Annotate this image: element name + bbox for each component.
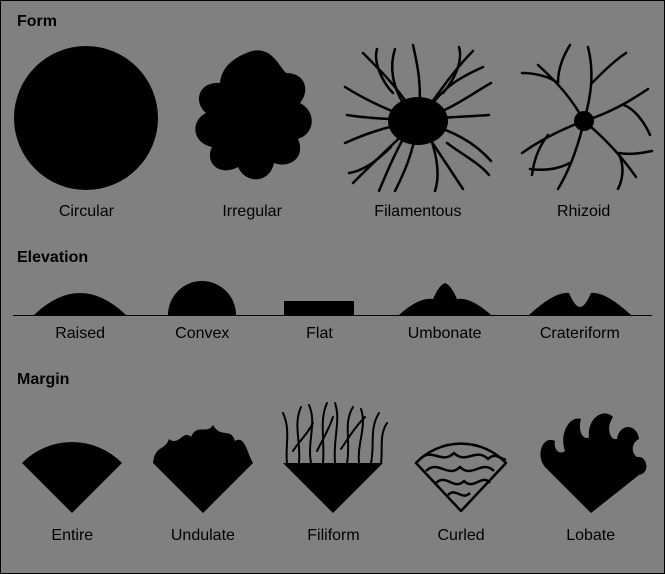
raised-icon — [30, 279, 130, 315]
form-item-rhizoid: Rhizoid — [514, 43, 654, 221]
elevation-item-umbonate: Umbonate — [395, 279, 495, 343]
section-title-elevation: Elevation — [17, 249, 88, 267]
margin-label: Undulate — [171, 527, 235, 545]
margin-row: Entire Undulate Filiform — [1, 401, 664, 545]
elevation-label: Flat — [306, 325, 333, 343]
elevation-row: Raised Convex Flat Umbonate Crateriform — [1, 279, 664, 343]
margin-label: Filiform — [307, 527, 359, 545]
elevation-label: Crateriform — [540, 325, 620, 343]
margin-label: Curled — [438, 527, 485, 545]
undulate-icon — [145, 401, 261, 517]
section-title-margin: Margin — [17, 371, 69, 389]
elevation-item-raised: Raised — [30, 279, 130, 343]
margin-item-filiform: Filiform — [275, 401, 391, 545]
margin-item-lobate: Lobate — [531, 401, 651, 545]
margin-item-undulate: Undulate — [145, 401, 261, 545]
margin-label: Entire — [51, 527, 93, 545]
elevation-item-crateriform: Crateriform — [525, 279, 635, 343]
elevation-label: Convex — [175, 325, 229, 343]
rhizoid-icon — [514, 43, 654, 193]
entire-icon — [14, 401, 130, 517]
elevation-label: Raised — [55, 325, 105, 343]
elevation-item-flat: Flat — [274, 279, 364, 343]
filiform-icon — [275, 401, 391, 517]
circular-icon — [11, 43, 161, 193]
curled-icon — [406, 401, 516, 517]
irregular-icon — [182, 43, 322, 193]
margin-item-entire: Entire — [14, 401, 130, 545]
convex-icon — [160, 279, 244, 315]
form-item-circular: Circular — [11, 43, 161, 221]
form-row: Circular Irregular — [1, 43, 664, 221]
section-title-form: Form — [17, 13, 57, 31]
form-label: Filamentous — [374, 203, 461, 221]
umbonate-icon — [395, 279, 495, 315]
form-label: Circular — [59, 203, 114, 221]
crateriform-icon — [525, 279, 635, 315]
margin-label: Lobate — [566, 527, 615, 545]
form-label: Rhizoid — [557, 203, 610, 221]
filamentous-icon — [343, 43, 493, 193]
form-label: Irregular — [222, 203, 282, 221]
elevation-label: Umbonate — [408, 325, 482, 343]
form-item-filamentous: Filamentous — [343, 43, 493, 221]
lobate-icon — [531, 401, 651, 517]
elevation-item-convex: Convex — [160, 279, 244, 343]
form-item-irregular: Irregular — [182, 43, 322, 221]
flat-icon — [274, 279, 364, 315]
margin-item-curled: Curled — [406, 401, 516, 545]
